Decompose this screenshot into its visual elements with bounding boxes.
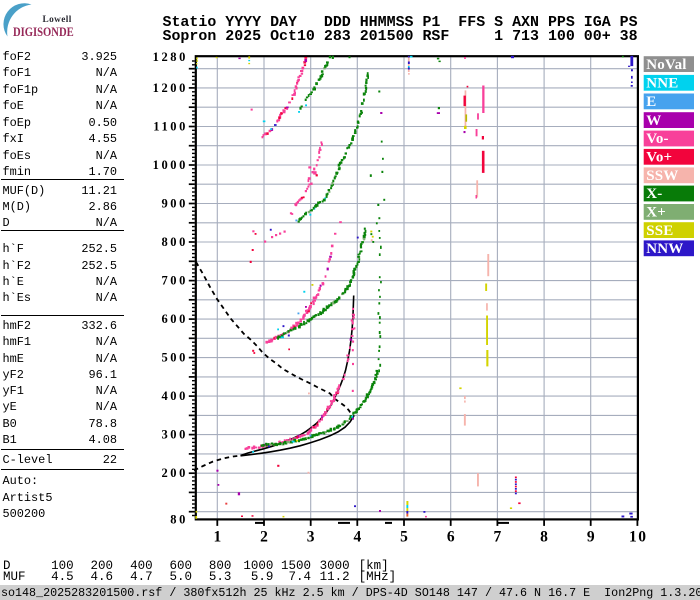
svg-text:1000: 1000 xyxy=(153,158,188,172)
svg-text:NNE: NNE xyxy=(646,76,678,92)
svg-text:Vo+: Vo+ xyxy=(646,150,672,166)
svg-text:5: 5 xyxy=(400,529,409,546)
svg-text:SSE: SSE xyxy=(646,223,673,239)
svg-text:900: 900 xyxy=(161,197,188,211)
svg-text:10: 10 xyxy=(629,529,648,546)
svg-text:800: 800 xyxy=(161,235,188,249)
svg-text:300: 300 xyxy=(161,428,188,442)
svg-text:200: 200 xyxy=(161,466,188,480)
svg-text:80: 80 xyxy=(170,512,188,526)
svg-text:X-: X- xyxy=(646,186,662,202)
svg-text:1200: 1200 xyxy=(153,81,188,95)
svg-text:500: 500 xyxy=(161,351,188,365)
svg-text:NNW: NNW xyxy=(646,241,683,257)
svg-text:600: 600 xyxy=(161,312,188,326)
svg-text:4: 4 xyxy=(353,529,362,546)
svg-text:Vo-: Vo- xyxy=(646,131,669,147)
svg-text:W: W xyxy=(646,113,661,129)
svg-text:2: 2 xyxy=(260,529,269,546)
svg-text:700: 700 xyxy=(161,274,188,288)
svg-text:X+: X+ xyxy=(646,205,666,221)
svg-text:1: 1 xyxy=(213,529,222,546)
svg-text:1100: 1100 xyxy=(153,120,188,134)
svg-text:7: 7 xyxy=(493,529,502,546)
svg-text:NoVal: NoVal xyxy=(646,57,686,73)
svg-text:400: 400 xyxy=(161,389,188,403)
svg-text:8: 8 xyxy=(540,529,549,546)
svg-text:6: 6 xyxy=(447,529,456,546)
svg-text:1280: 1280 xyxy=(153,50,188,64)
svg-text:SSW: SSW xyxy=(646,168,678,184)
svg-text:E: E xyxy=(646,94,656,110)
svg-text:9: 9 xyxy=(587,529,596,546)
svg-text:3: 3 xyxy=(307,529,316,546)
